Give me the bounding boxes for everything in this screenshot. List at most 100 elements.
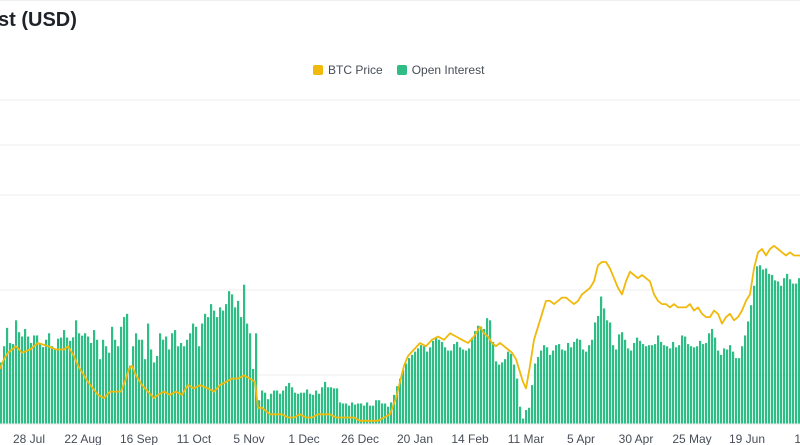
- oi-bar-8: [24, 328, 27, 424]
- oi-bar-2: [6, 327, 9, 424]
- oi-bar-179: [537, 357, 540, 424]
- oi-bar-107: [321, 387, 324, 424]
- oi-bar-243: [729, 345, 732, 424]
- oi-bar-34: [102, 339, 105, 424]
- oi-bar-184: [552, 350, 555, 424]
- oi-bar-86: [258, 400, 261, 424]
- oi-bar-226: [678, 345, 681, 424]
- oi-bar-163: [489, 320, 492, 424]
- oi-bar-202: [606, 320, 609, 424]
- oi-bar-1: [3, 346, 6, 424]
- oi-bar-9: [27, 336, 30, 424]
- x-tick-label-10: 5 Apr: [567, 432, 595, 445]
- x-tick-label-0: 28 Jul: [13, 432, 45, 445]
- oi-bar-255: [765, 268, 768, 424]
- oi-bar-143: [429, 347, 432, 424]
- oi-bar-43: [129, 365, 132, 424]
- oi-bar-237: [711, 328, 714, 424]
- oi-bar-262: [786, 273, 789, 424]
- oi-bar-7: [21, 336, 24, 424]
- oi-bar-141: [423, 346, 426, 424]
- x-tick-label-14: 14: [794, 432, 800, 445]
- oi-bar-193: [579, 339, 582, 424]
- oi-bar-92: [276, 390, 279, 424]
- oi-bar-227: [681, 335, 684, 424]
- oi-bar-38: [114, 339, 117, 424]
- oi-bar-29: [87, 336, 90, 424]
- oi-bar-49: [147, 323, 150, 424]
- oi-bar-18: [54, 349, 57, 424]
- top-divider: [0, 0, 800, 1]
- oi-bar-132: [396, 386, 399, 424]
- oi-bar-183: [549, 354, 552, 424]
- oi-bar-100: [300, 392, 303, 424]
- oi-bar-68: [204, 313, 207, 424]
- oi-bar-191: [573, 341, 576, 424]
- oi-bar-263: [789, 279, 792, 424]
- oi-bar-79: [237, 300, 240, 424]
- oi-bar-225: [675, 347, 678, 424]
- oi-bar-153: [459, 347, 462, 424]
- oi-bar-180: [540, 350, 543, 424]
- oi-bar-56: [168, 349, 171, 424]
- oi-bar-242: [726, 349, 729, 424]
- oi-bar-188: [564, 350, 567, 424]
- oi-bar-178: [534, 363, 537, 424]
- oi-bar-70: [210, 304, 213, 424]
- oi-bar-230: [690, 346, 693, 424]
- oi-bar-20: [60, 337, 63, 424]
- oi-bar-128: [384, 403, 387, 424]
- oi-bar-170: [510, 353, 513, 424]
- oi-bar-72: [216, 317, 219, 424]
- oi-bar-150: [450, 350, 453, 424]
- oi-bar-30: [90, 343, 93, 424]
- oi-bar-14: [42, 347, 45, 424]
- oi-bar-181: [543, 345, 546, 424]
- oi-bar-142: [426, 351, 429, 424]
- oi-bar-167: [501, 362, 504, 424]
- oi-bar-197: [591, 339, 594, 424]
- oi-bar-200: [600, 296, 603, 424]
- oi-bar-40: [120, 326, 123, 424]
- oi-bar-259: [777, 281, 780, 424]
- oi-bar-23: [69, 340, 72, 424]
- legend-item-open-interest[interactable]: Open Interest: [396, 63, 484, 77]
- oi-bar-51: [153, 362, 156, 424]
- oi-bar-104: [312, 394, 315, 424]
- oi-bar-172: [516, 378, 519, 424]
- chart-legend: BTC Price Open Interest: [313, 63, 498, 77]
- oi-bar-119: [357, 403, 360, 424]
- oi-bar-250: [750, 305, 753, 424]
- oi-bar-223: [669, 348, 672, 424]
- oi-bar-166: [498, 364, 501, 424]
- x-tick-label-13: 19 Jun: [729, 432, 765, 445]
- oi-bar-118: [354, 404, 357, 424]
- oi-bar-91: [273, 390, 276, 424]
- oi-bar-121: [363, 405, 366, 424]
- oi-bar-77: [231, 294, 234, 424]
- oi-bar-84: [252, 368, 255, 424]
- oi-bar-59: [177, 346, 180, 424]
- btc-price-line: [0, 244, 800, 422]
- oi-bar-232: [696, 346, 699, 424]
- oi-bar-61: [183, 346, 186, 424]
- oi-bar-105: [315, 390, 318, 424]
- oi-bar-246: [738, 358, 741, 424]
- oi-bar-264: [792, 283, 795, 424]
- oi-bar-21: [63, 330, 66, 424]
- oi-bar-117: [351, 402, 354, 424]
- oi-bar-50: [150, 349, 153, 424]
- oi-bar-182: [546, 347, 549, 424]
- oi-bar-173: [519, 406, 522, 424]
- x-tick-label-11: 30 Apr: [619, 432, 654, 445]
- oi-bar-241: [723, 348, 726, 424]
- open-interest-bars: [0, 265, 800, 424]
- oi-bar-62: [186, 339, 189, 424]
- x-axis-ticks: 28 Jul 22 Aug 16 Sep 11 Oct 5 Nov 1 Dec 26 Dec…: [0, 423, 800, 445]
- legend-item-btc-price[interactable]: BTC Price: [313, 63, 383, 77]
- oi-bar-216: [648, 345, 651, 424]
- oi-bar-11: [33, 335, 36, 424]
- oi-bar-155: [465, 350, 468, 424]
- oi-bar-88: [264, 392, 267, 424]
